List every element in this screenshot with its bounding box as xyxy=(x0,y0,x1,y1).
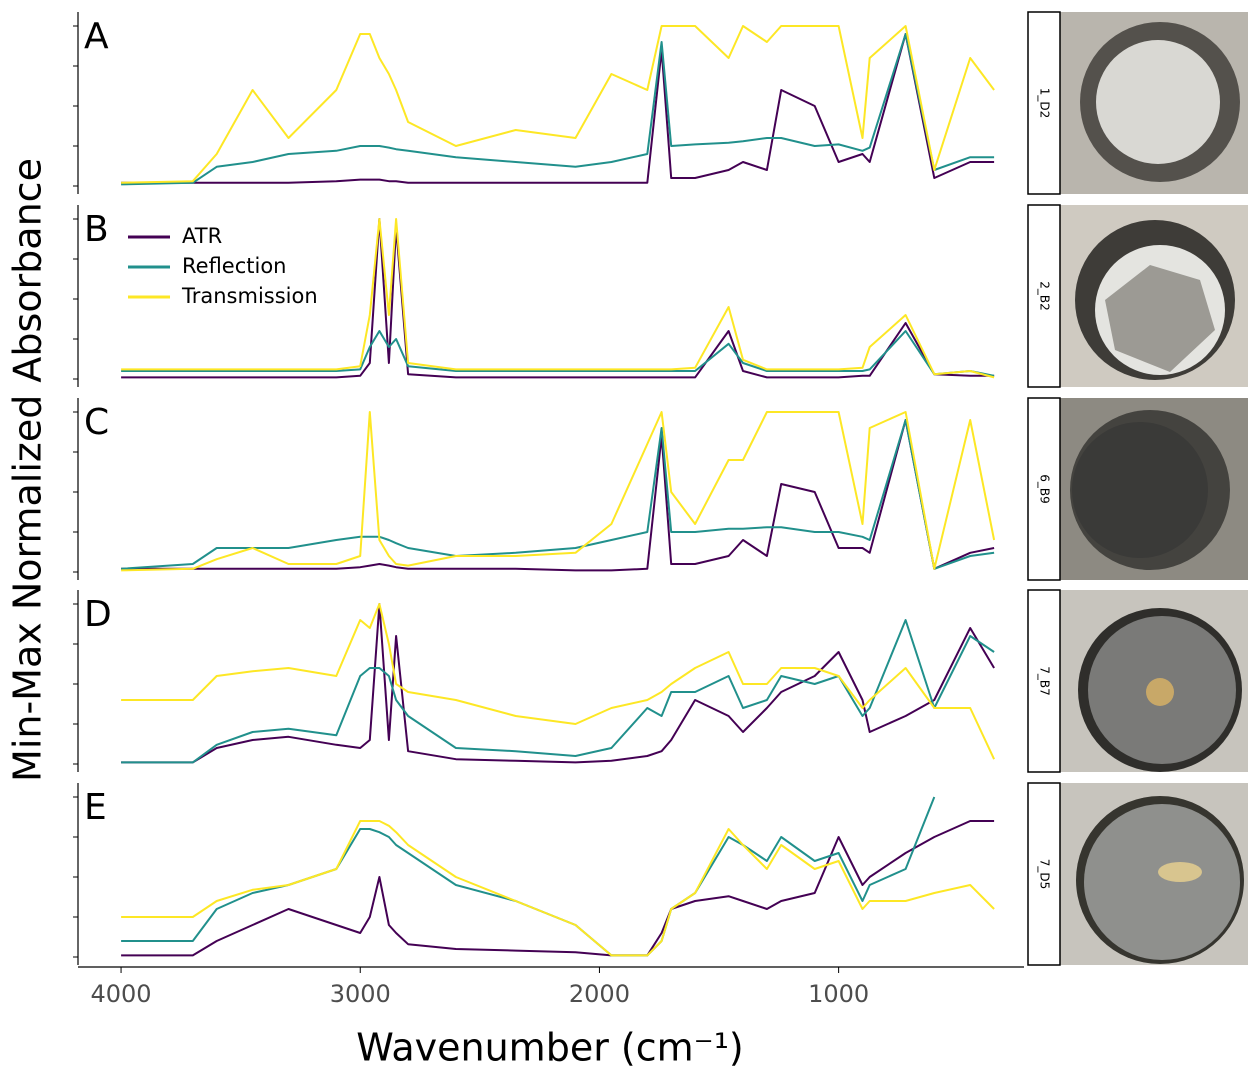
panel-label: A xyxy=(84,16,109,57)
photo-disc xyxy=(1072,422,1208,558)
panel-label: B xyxy=(84,209,109,250)
spectrum-line xyxy=(121,603,995,764)
photo-disc xyxy=(1084,804,1240,960)
photo-sample xyxy=(1105,265,1215,372)
spectrum-line xyxy=(121,419,995,570)
spectrum-line xyxy=(121,619,995,764)
x-tick-label: 2000 xyxy=(569,980,630,1008)
strip xyxy=(1027,589,1061,773)
strip xyxy=(1027,11,1061,195)
sample-label: 7_B7 xyxy=(1038,666,1052,696)
strip xyxy=(1027,204,1061,388)
x-tick-label: 3000 xyxy=(330,980,391,1008)
spectrum-line xyxy=(121,796,936,957)
legend-label: ATR xyxy=(182,224,222,248)
strip xyxy=(1027,397,1061,581)
x-tick-label: 1000 xyxy=(808,980,869,1008)
spectrum-line xyxy=(121,411,996,572)
spectrum-line xyxy=(121,603,996,760)
sample-label: 7_D5 xyxy=(1038,859,1052,890)
photo-sample xyxy=(1158,862,1202,882)
strip xyxy=(1027,782,1061,966)
x-axis-label: Wavenumber (cm⁻¹) xyxy=(356,1026,744,1070)
spectrum-line xyxy=(121,330,995,377)
spectrum-line xyxy=(121,820,995,957)
y-axis-label: Min-Max Normalized Absorbance xyxy=(6,158,50,782)
x-tick-label: 4000 xyxy=(91,980,152,1008)
photo-disc xyxy=(1096,40,1220,164)
panel-label: D xyxy=(84,594,112,635)
sample-label: 1_D2 xyxy=(1038,88,1052,119)
spectrum-line xyxy=(121,820,995,957)
photos xyxy=(1060,12,1248,965)
photo-sample xyxy=(1146,678,1174,706)
spectrum-line xyxy=(121,218,995,379)
sample-label: 6_B9 xyxy=(1038,474,1052,504)
spectrum-line xyxy=(121,33,995,184)
spectrum-line xyxy=(121,25,995,184)
panel-label: C xyxy=(84,402,109,443)
spectrum-line xyxy=(121,419,995,572)
legend-label: Transmission xyxy=(181,284,318,308)
legend-label: Reflection xyxy=(182,254,287,278)
spectrum-line xyxy=(121,33,995,186)
panel-label: E xyxy=(84,787,107,828)
spectrum-line xyxy=(121,218,995,379)
sample-label: 2_B2 xyxy=(1038,281,1052,311)
